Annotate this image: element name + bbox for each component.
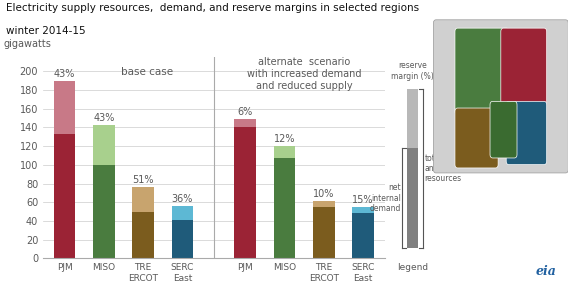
Bar [406,89,418,148]
Bar [352,207,374,214]
Bar [313,201,335,207]
Text: 6%: 6% [238,107,253,117]
FancyBboxPatch shape [506,101,546,165]
Text: total
anticipated
resources: total anticipated resources [424,154,468,183]
Text: winter 2014-15: winter 2014-15 [6,26,86,36]
Text: 10%: 10% [313,189,335,199]
Text: eia: eia [536,265,557,278]
Text: base case: base case [121,67,173,77]
Bar [172,206,193,220]
Text: 36%: 36% [172,194,193,204]
Bar [93,165,115,258]
Bar [54,134,75,258]
Bar [313,207,335,258]
Bar [274,146,295,158]
Text: Electricity supply resources,  demand, and reserve margins in selected regions: Electricity supply resources, demand, an… [6,3,419,13]
Text: 12%: 12% [274,134,295,144]
Bar [274,158,295,258]
Bar [234,127,256,258]
Text: legend: legend [397,263,428,272]
Text: 43%: 43% [93,113,115,123]
Text: reserve
margin (%): reserve margin (%) [391,61,434,81]
Text: net
internal
demand: net internal demand [369,183,401,213]
FancyBboxPatch shape [455,108,498,168]
FancyBboxPatch shape [490,101,517,158]
Text: 43%: 43% [54,69,75,79]
FancyBboxPatch shape [455,28,509,115]
FancyBboxPatch shape [501,28,546,111]
Bar [133,212,154,258]
Bar [133,187,154,212]
Text: 15%: 15% [352,195,374,205]
Text: gigawatts: gigawatts [4,39,52,49]
Bar [406,148,418,248]
Bar [54,81,75,134]
Bar [93,125,115,165]
FancyBboxPatch shape [433,20,568,173]
Text: 51%: 51% [133,175,154,185]
Bar [172,220,193,258]
Text: alternate  scenario
with increased demand
and reduced supply: alternate scenario with increased demand… [247,57,362,91]
Bar [352,214,374,258]
Bar [234,119,256,127]
